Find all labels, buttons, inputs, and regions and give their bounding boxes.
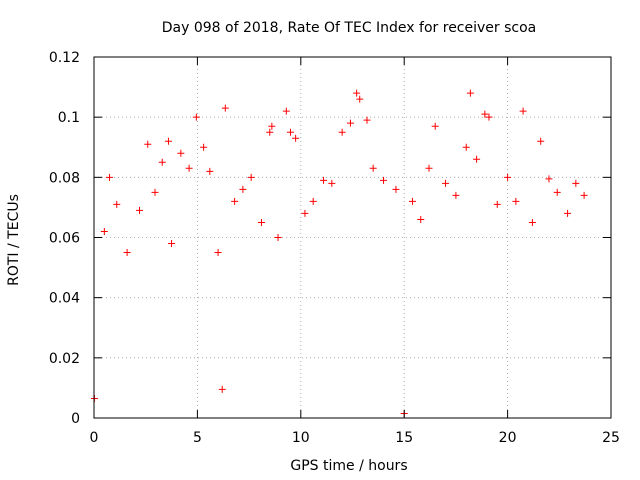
x-tick-label: 0	[90, 430, 99, 446]
data-point	[292, 134, 300, 142]
x-tick-label: 20	[499, 430, 517, 446]
plot-frame	[93, 56, 612, 419]
x-tick-label: 10	[292, 430, 310, 446]
data-point	[452, 191, 460, 199]
data-point	[231, 197, 239, 205]
data-point	[408, 197, 416, 205]
y-tick-label: 0.1	[58, 110, 80, 126]
data-point	[504, 173, 512, 181]
data-point	[485, 113, 493, 121]
data-point	[221, 104, 229, 112]
x-tick-label: 15	[395, 430, 413, 446]
data-point	[151, 188, 159, 196]
data-point	[363, 116, 371, 124]
data-point	[258, 218, 266, 226]
data-point	[425, 164, 433, 172]
data-point	[481, 110, 489, 118]
x-axis-label: GPS time / hours	[290, 458, 407, 474]
axis-ticks: 0 5 10 15 20 25 0 0.02 0.04 0.06 0.08 0.1 0.12	[49, 50, 620, 446]
y-tick-label: 0.08	[49, 170, 80, 186]
data-point	[346, 119, 354, 127]
data-point	[206, 167, 214, 175]
data-point	[473, 155, 481, 163]
x-tick-label: 5	[193, 430, 202, 446]
data-point	[380, 176, 388, 184]
data-point	[239, 185, 247, 193]
data-point	[158, 158, 166, 166]
data-point	[192, 113, 200, 121]
data-point	[564, 209, 572, 217]
data-point	[218, 385, 226, 393]
data-point	[537, 137, 545, 145]
y-tick-label: 0.12	[49, 50, 80, 66]
y-axis-label: ROTI / TECUs	[6, 194, 22, 286]
data-point	[268, 122, 276, 130]
data-point	[274, 234, 282, 241]
data-point	[338, 128, 346, 136]
data-point	[286, 128, 294, 136]
data-point	[466, 89, 474, 97]
data-point	[328, 179, 336, 187]
data-point	[301, 209, 309, 217]
grid-lines	[94, 57, 611, 418]
x-tick-label: 25	[602, 430, 620, 446]
data-point	[123, 249, 131, 257]
data-point	[320, 176, 328, 184]
data-point	[282, 107, 290, 115]
data-point	[356, 95, 364, 103]
data-point	[545, 175, 553, 183]
data-point	[100, 227, 108, 235]
data-point	[462, 143, 470, 151]
data-point	[442, 179, 450, 187]
data-point	[369, 164, 377, 172]
data-point	[512, 197, 520, 205]
data-point	[572, 179, 580, 187]
data-point	[185, 164, 193, 172]
data-point	[580, 191, 588, 199]
data-point	[392, 185, 400, 193]
data-point	[164, 137, 172, 145]
data-point	[200, 143, 208, 151]
data-point	[168, 240, 176, 248]
data-point	[135, 206, 143, 214]
data-point	[113, 200, 121, 208]
scatter-points	[90, 89, 588, 417]
chart-title: Day 098 of 2018, Rate Of TEC Index for r…	[162, 20, 537, 36]
y-tick-label: 0	[71, 411, 80, 427]
data-point	[353, 89, 361, 97]
data-point	[519, 107, 527, 115]
data-point	[144, 140, 152, 148]
data-point	[247, 173, 255, 181]
data-point	[266, 128, 274, 136]
data-point	[528, 218, 536, 226]
y-tick-label: 0.04	[49, 291, 80, 307]
y-tick-label: 0.02	[49, 351, 80, 367]
data-point	[106, 173, 114, 181]
data-point	[417, 215, 425, 223]
data-point	[553, 188, 561, 196]
data-point	[214, 249, 222, 257]
data-point	[493, 200, 501, 208]
y-tick-label: 0.06	[49, 231, 80, 247]
data-point	[309, 197, 317, 205]
data-point	[431, 122, 439, 130]
data-point	[177, 149, 185, 157]
